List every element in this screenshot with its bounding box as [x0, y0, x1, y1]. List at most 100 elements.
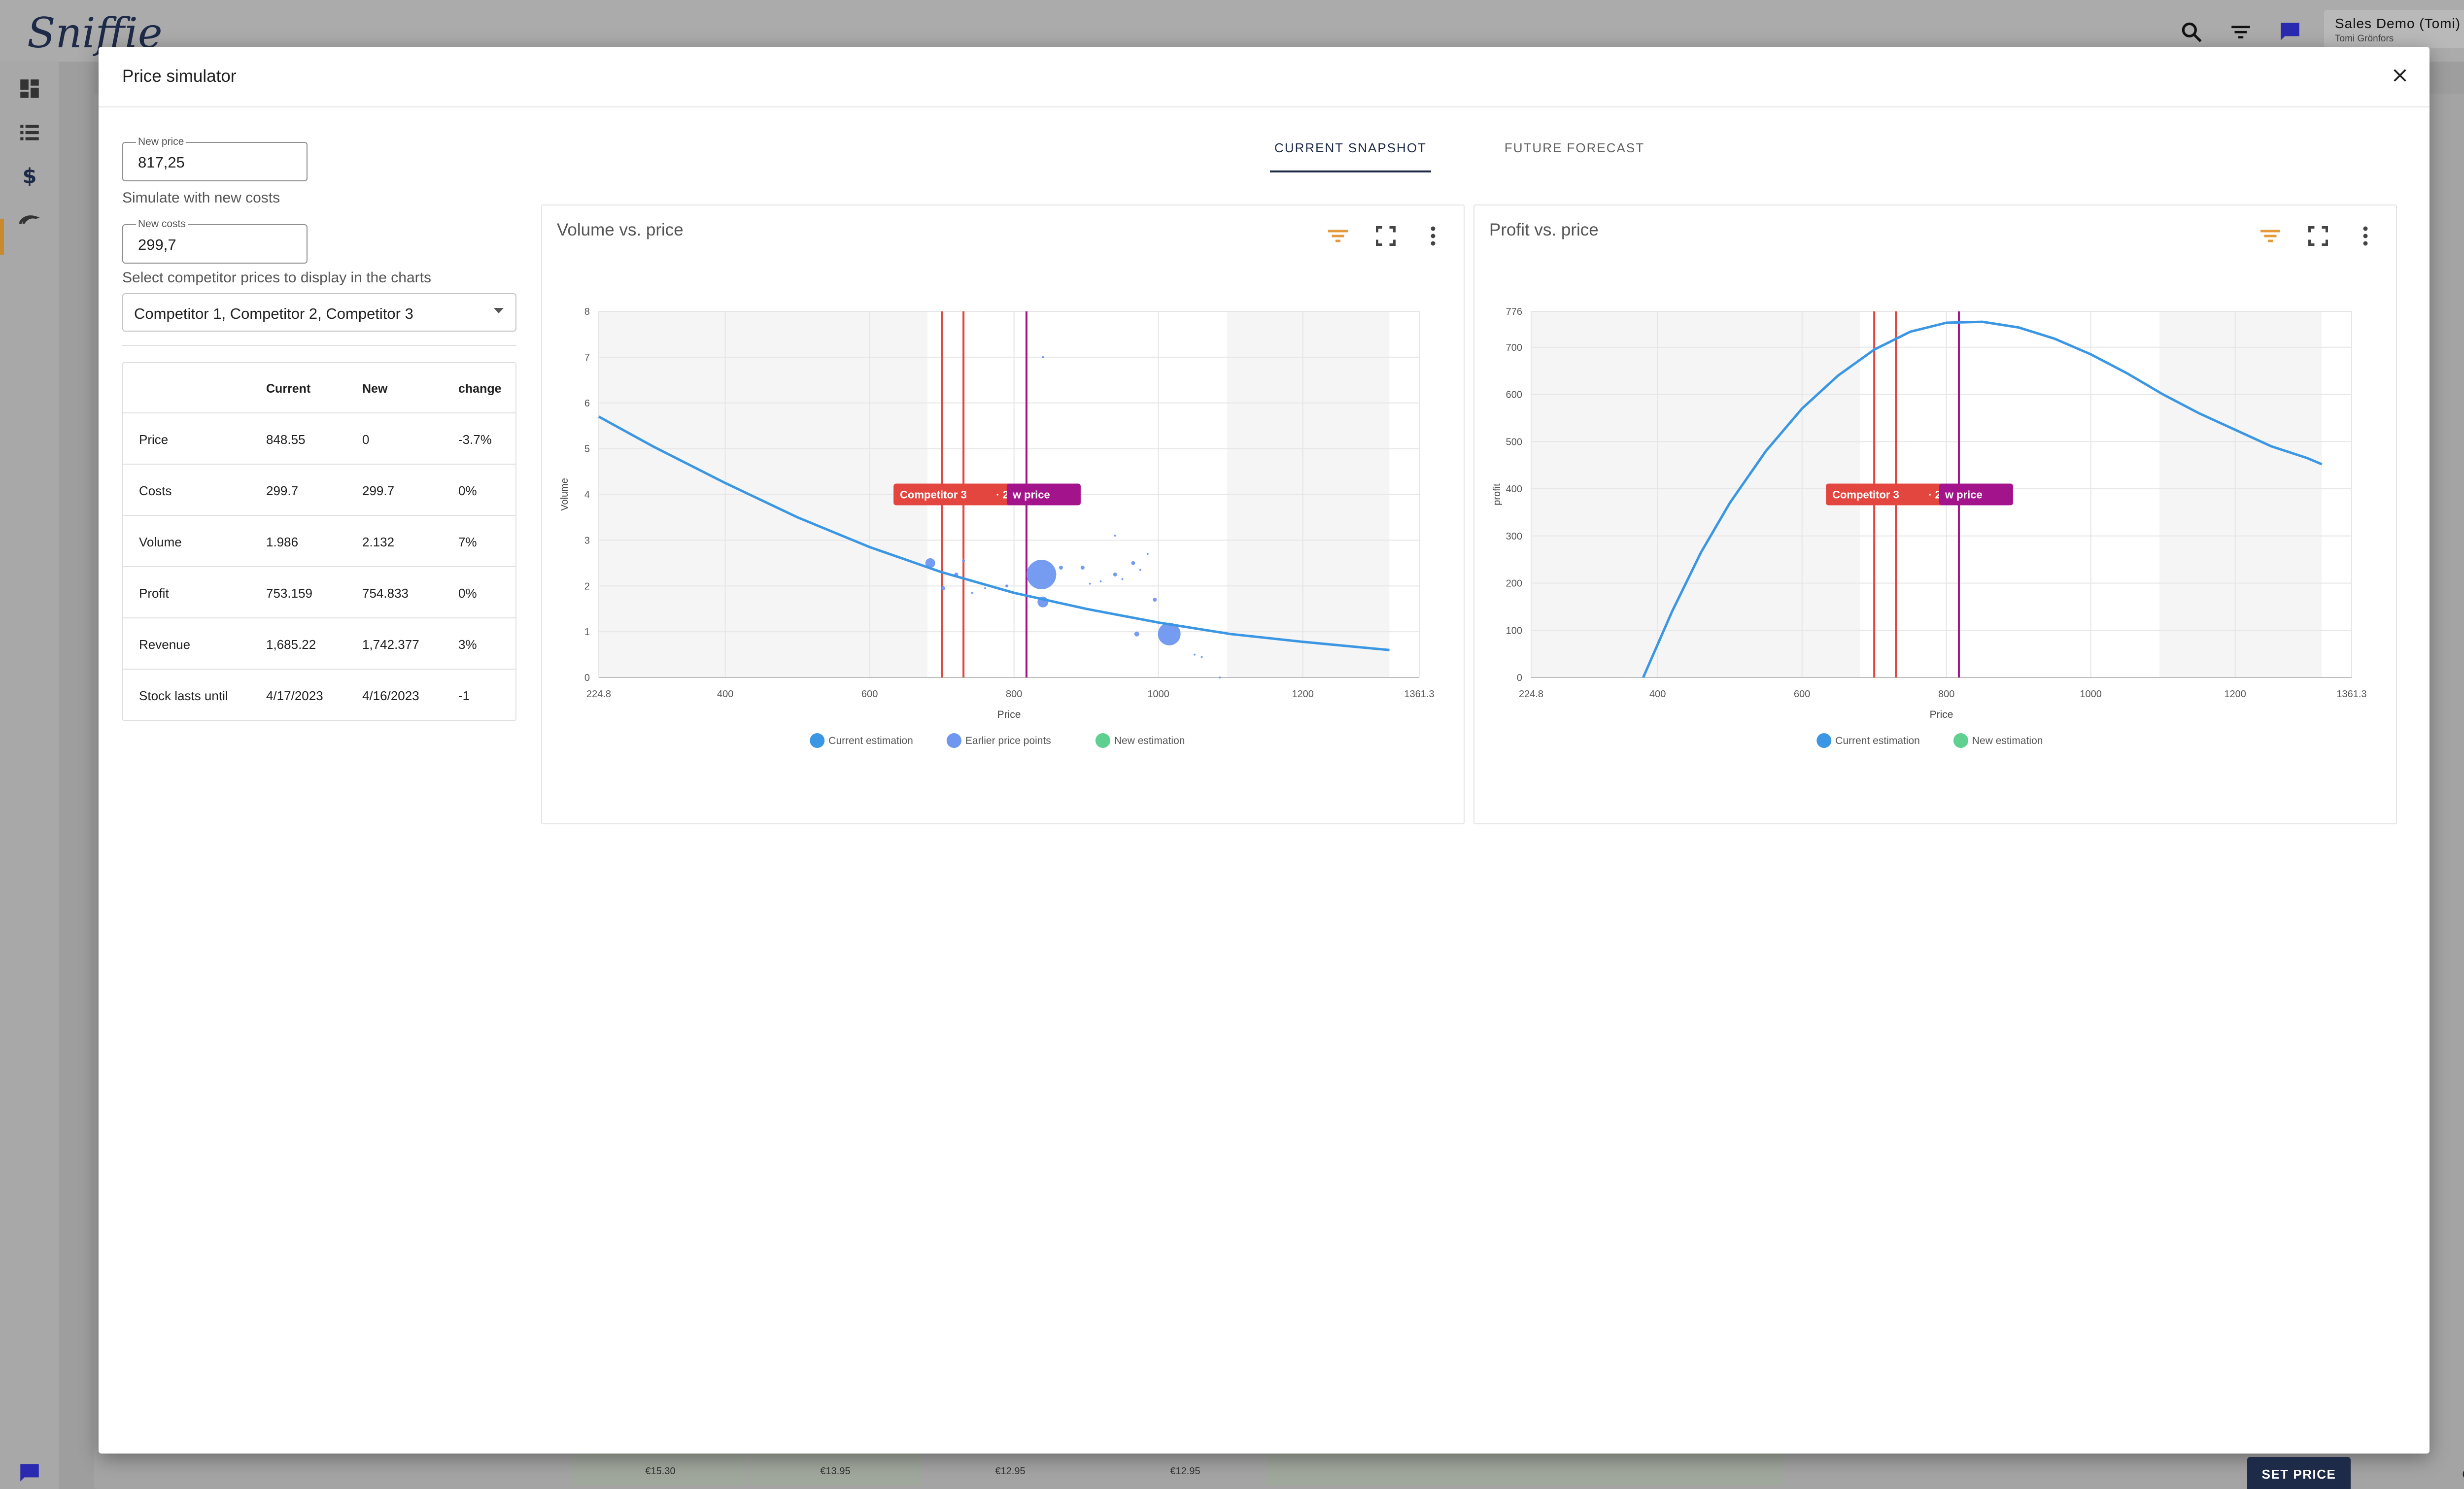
profit-chart-card: Profit vs. price 0 100 200 300 400 500 600 700 7…	[1473, 204, 2397, 824]
price-point	[1146, 553, 1149, 555]
price-point	[941, 586, 946, 590]
price-point	[1042, 356, 1044, 358]
dropdown-arrow-icon	[494, 308, 504, 313]
tab-future-forecast[interactable]: FUTURE FORECAST	[1504, 140, 1645, 155]
new-price-label-bg	[1006, 483, 1081, 506]
change-value: 7%	[458, 535, 477, 549]
new-value: 0	[362, 432, 370, 447]
new-costs-label: New costs	[136, 218, 188, 230]
dialog-divider	[99, 106, 2430, 107]
price-point	[1139, 569, 1142, 571]
x-tick-label: 1000	[1147, 689, 1169, 700]
x-tick-label: 800	[1938, 689, 1954, 700]
feedback-icon[interactable]	[17, 1461, 42, 1486]
anteater-icon[interactable]	[17, 205, 42, 230]
legend-marker	[810, 733, 825, 748]
active-tab-indicator	[1270, 170, 1431, 172]
close-dialog-button[interactable]	[2385, 61, 2415, 90]
x-axis-label: Price	[997, 709, 1021, 720]
account-user: Tomi Grönfors	[2335, 34, 2394, 44]
table-row: Price 848.55 0 -3.7%	[123, 412, 515, 464]
x-tick-label: 1000	[2080, 689, 2102, 700]
y-tick-label: 6	[584, 398, 590, 409]
new-value: 299.7	[362, 483, 395, 498]
legend-marker	[946, 733, 961, 748]
competitor-count-label: · 2	[1928, 489, 1941, 501]
current-value: 753.159	[266, 586, 312, 601]
dashboard-icon[interactable]	[17, 76, 42, 101]
price-point	[1114, 535, 1116, 537]
fullscreen-icon[interactable]	[2303, 221, 2333, 251]
competitor-label: Competitor 3	[1832, 489, 1899, 501]
account-menu[interactable]: Sales Demo (Tomi) Tomi Grönfors ▾	[2324, 10, 2464, 48]
price-point	[1193, 653, 1196, 656]
table-row: Profit 753.159 754.833 0%	[123, 566, 515, 617]
price-point	[1219, 677, 1221, 678]
y-tick-label: 5	[584, 444, 590, 455]
tab-current-snapshot[interactable]: CURRENT SNAPSHOT	[1274, 140, 1427, 155]
price-point	[925, 558, 935, 568]
x-tick-label: 224.8	[586, 689, 611, 700]
new-value: 754.833	[362, 586, 409, 601]
legend-label: Current estimation	[1835, 735, 1920, 746]
x-tick-label: 400	[717, 689, 733, 700]
change-value: -3.7%	[458, 432, 492, 447]
dialog-title: Price simulator	[122, 67, 237, 86]
price-point	[1158, 622, 1181, 645]
filter-icon[interactable]	[2256, 221, 2285, 251]
price-point	[971, 592, 973, 594]
chart-title: Profit vs. price	[1489, 220, 1599, 239]
close-button[interactable]: CLOSE	[2459, 1457, 2464, 1489]
background-cell	[1266, 1451, 1784, 1486]
new-costs-value[interactable]: 299,7	[138, 236, 176, 253]
filter-icon[interactable]	[1323, 221, 1353, 251]
x-tick-label: 1200	[1292, 689, 1314, 700]
y-tick-label: 700	[1506, 342, 1522, 353]
background-cell: €15.30	[574, 1451, 747, 1486]
background-cell: €12.95	[1099, 1451, 1271, 1486]
chat-icon[interactable]	[2278, 20, 2302, 44]
set-price-button[interactable]: SET PRICE	[2247, 1457, 2351, 1489]
summary-table: Current New change Price 848.55 0 -3.7% …	[122, 362, 516, 721]
chart-title: Volume vs. price	[557, 220, 684, 239]
new-price-field[interactable]: New price 817,25	[122, 136, 308, 181]
legend-label: Earlier price points	[965, 735, 1051, 746]
y-tick-label: 400	[1506, 484, 1522, 495]
more-options-icon[interactable]	[2351, 221, 2380, 251]
y-tick-label: 200	[1506, 578, 1522, 589]
competitor-label-bg	[893, 483, 1017, 506]
table-row: Revenue 1,685.22 1,742.377 3%	[123, 617, 515, 669]
competitor-select-helper: Select competitor prices to display in t…	[122, 270, 431, 286]
y-tick-label: 0	[1517, 673, 1522, 683]
row-label: Revenue	[139, 637, 191, 652]
dollar-icon[interactable]: $	[17, 163, 42, 187]
new-costs-field[interactable]: New costs 299,7	[122, 218, 308, 264]
x-tick-label: 600	[1794, 689, 1810, 700]
fullscreen-icon[interactable]	[1371, 221, 1401, 251]
price-point	[1131, 561, 1135, 565]
new-price-value[interactable]: 817,25	[138, 154, 185, 171]
price-point	[984, 587, 987, 589]
list-icon[interactable]	[17, 120, 42, 144]
row-label: Costs	[139, 483, 172, 498]
new-price-label: New price	[136, 136, 186, 148]
current-value: 299.7	[266, 483, 299, 498]
legend-label: New estimation	[1972, 735, 2043, 746]
shaded-range	[2159, 311, 2322, 677]
current-value: 1.986	[266, 535, 299, 549]
search-icon[interactable]	[2179, 20, 2204, 44]
current-value: 1,685.22	[266, 637, 316, 652]
filter-icon[interactable]	[2228, 20, 2253, 44]
volume-chart-card: Volume vs. price 0 1 2 3 4 5 6 7 8 224.8 400 600 800…	[541, 204, 1465, 824]
y-tick-label: 500	[1506, 437, 1522, 447]
new-price-label: w price	[1012, 489, 1050, 501]
y-tick-label: 600	[1506, 390, 1522, 401]
change-value: 3%	[458, 637, 477, 652]
price-point	[1121, 578, 1124, 580]
y-tick-label: 4	[584, 490, 590, 501]
competitor-select[interactable]: Competitor 1, Competitor 2, Competitor 3	[122, 293, 516, 332]
more-options-icon[interactable]	[1418, 221, 1448, 251]
y-tick-label: 2	[584, 581, 590, 592]
legend-label: Current estimation	[828, 735, 913, 746]
price-point	[1005, 584, 1009, 588]
